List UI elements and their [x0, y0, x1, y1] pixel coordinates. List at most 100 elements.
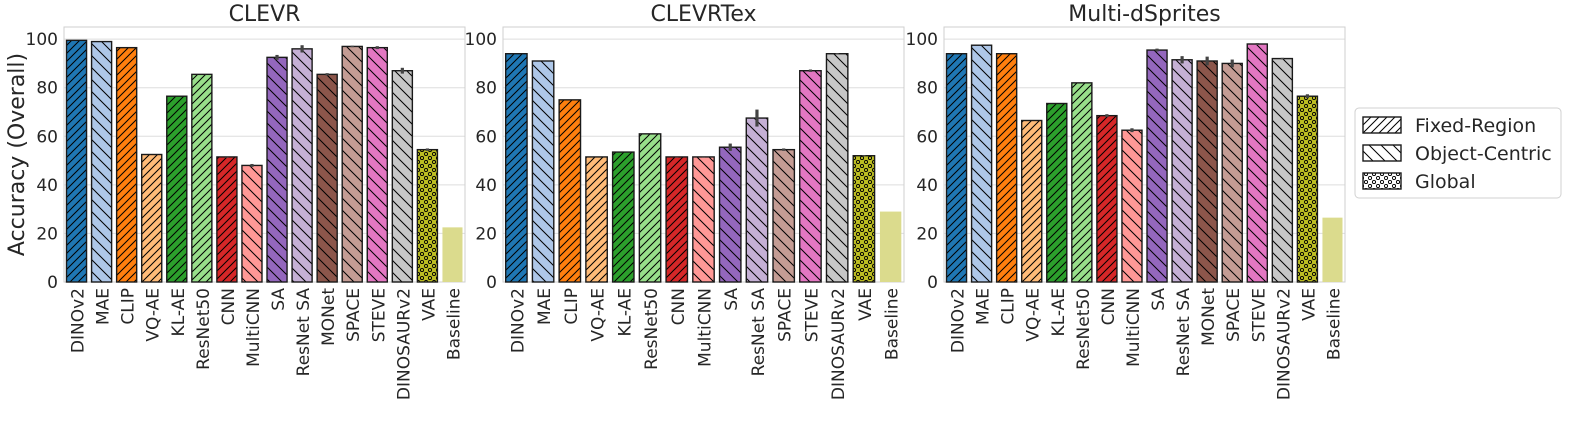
bar-steve — [799, 69, 822, 283]
y-tick-label: 80 — [36, 79, 58, 99]
bar-resnet50 — [191, 73, 213, 283]
bar-steve — [1246, 43, 1269, 283]
legend-swatch-pattern — [1363, 173, 1401, 189]
y-tick-label: 60 — [475, 127, 497, 147]
legend-label: Global — [1415, 171, 1476, 193]
x-tick-label: DINOv2 — [69, 288, 89, 353]
x-tick-label: MultiCNN — [696, 288, 716, 367]
bar-edge — [531, 60, 555, 283]
bar-pattern — [116, 47, 137, 283]
bar-fill — [1322, 217, 1343, 282]
x-tick-label: DINOSAURv2 — [829, 288, 849, 400]
legend-label: Fixed-Region — [1415, 115, 1536, 137]
bar-pattern — [1147, 50, 1168, 283]
bar-mae — [531, 60, 555, 283]
bar-multicnn — [241, 163, 263, 283]
x-tick-label: DINOv2 — [508, 288, 528, 353]
bar-multicnn — [1121, 128, 1143, 283]
bar-edge — [945, 53, 968, 283]
bar-edge — [585, 156, 608, 283]
bar-pattern — [996, 53, 1017, 282]
bar-pattern — [1021, 120, 1042, 282]
x-tick-label: SA — [1149, 288, 1169, 311]
bar-pattern — [826, 53, 848, 282]
x-tick-label: MONet — [319, 288, 339, 346]
bar-pattern — [971, 45, 992, 282]
bar-pattern — [1222, 63, 1243, 282]
bar-pattern — [292, 48, 313, 282]
x-tick-label: VQ-AE — [144, 288, 164, 342]
bar-kl-ae — [1046, 102, 1068, 283]
x-tick-label: KL-AE — [615, 288, 635, 336]
x-tick-label: KL-AE — [1049, 288, 1069, 336]
bar-baseline — [879, 211, 902, 282]
x-tick-label: VAE — [856, 288, 876, 321]
legend: Fixed-Region Object-Centric Global — [1354, 107, 1562, 199]
legend-swatch-edge — [1362, 172, 1402, 190]
bar-pattern — [1297, 96, 1318, 282]
y-tick-label: 20 — [475, 224, 497, 244]
bar-pattern — [66, 40, 87, 282]
x-tick-label: STEVE — [1249, 288, 1269, 342]
bar-mae — [970, 44, 993, 283]
bar-pattern — [1096, 115, 1117, 283]
y-tick-label: 80 — [475, 79, 497, 99]
legend-swatch-pattern — [1363, 117, 1401, 133]
bar-resnet-sa — [291, 45, 313, 283]
bar-edge — [115, 46, 138, 283]
bar-edge — [611, 151, 635, 283]
x-tick-label: ResNet50 — [1074, 288, 1094, 370]
bar-pattern — [267, 57, 288, 282]
y-tick-label: 40 — [36, 176, 58, 196]
y-tick-label: 40 — [916, 176, 938, 196]
bar-pattern — [91, 41, 112, 283]
x-tick-label: VAE — [1299, 288, 1319, 321]
bar-kl-ae — [611, 151, 635, 283]
chart-title: Multi-dSprites — [1068, 2, 1220, 27]
x-tick-label: ResNet SA — [1174, 288, 1194, 377]
bar-edge — [1046, 102, 1068, 283]
x-tick-label: SA — [722, 288, 742, 311]
x-tick-label: SPACE — [776, 288, 796, 342]
bar-fill — [879, 211, 902, 282]
x-tick-label: MAE — [535, 288, 555, 325]
chart-panel-clevr: 0 20 40 60 80 100 CLEVR Accuracy (Overall) DINOv… — [5, 2, 466, 400]
bar-multicnn — [692, 156, 715, 283]
x-tick-label: ResNet50 — [642, 288, 662, 370]
x-tick-label: CNN — [669, 288, 689, 325]
x-tick-label: Baseline — [1324, 288, 1344, 360]
y-tick-label: 0 — [486, 273, 497, 293]
bar-edge — [1020, 119, 1043, 283]
bar-cnn — [665, 156, 689, 283]
bar-space — [341, 45, 363, 283]
bar-pattern — [191, 74, 212, 282]
bar-resnet-sa — [1171, 56, 1193, 283]
bar-pattern — [612, 152, 634, 282]
bar-fill — [442, 227, 463, 282]
bar-dinosaurv2 — [825, 52, 849, 283]
y-tick-label: 80 — [916, 79, 938, 99]
bar-pattern — [1172, 59, 1193, 283]
bar-pattern — [692, 156, 715, 282]
legend-entry-global: Global — [1362, 171, 1476, 193]
bar-edge — [90, 40, 113, 283]
y-axis-label: Accuracy (Overall) — [5, 53, 30, 256]
bar-pattern — [746, 118, 768, 282]
x-tick-label: Baseline — [883, 288, 903, 360]
bar-monet — [316, 73, 338, 283]
plot-frame — [63, 26, 466, 283]
bar-mae — [90, 40, 113, 283]
bar-edge — [558, 99, 582, 283]
x-tick-label: ResNet SA — [749, 288, 769, 377]
bar-edge — [166, 95, 188, 283]
bar-resnet50 — [1071, 82, 1093, 283]
x-tick-label: CNN — [1099, 288, 1119, 325]
x-tick-label: MultiCNN — [1124, 288, 1144, 367]
bar-pattern — [946, 53, 967, 282]
bar-pattern — [639, 133, 661, 282]
bar-edge — [970, 44, 993, 283]
bar-pattern — [1071, 82, 1092, 282]
bar-clip — [995, 53, 1018, 283]
legend-box — [1354, 107, 1562, 199]
bar-pattern — [1247, 44, 1268, 282]
